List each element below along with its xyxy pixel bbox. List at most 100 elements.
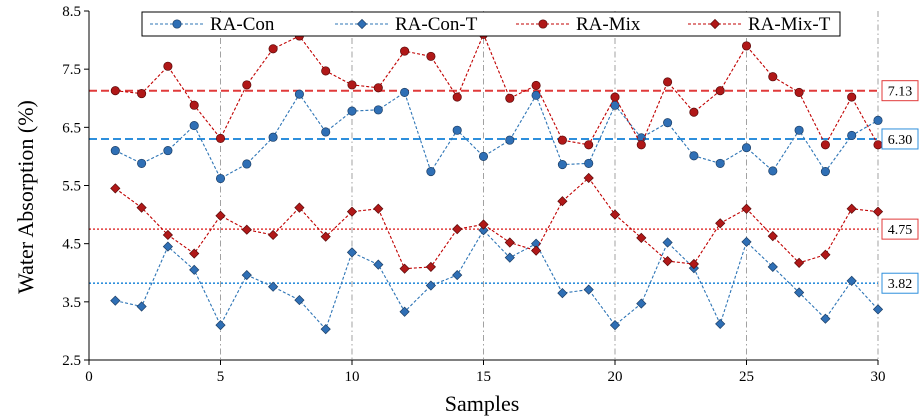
point-ra-con-25 <box>741 143 752 153</box>
point-ra-con-t-28 <box>820 313 831 324</box>
point-ra-con-t-19 <box>583 284 594 295</box>
y-tick-label-7.5: 7.5 <box>62 62 81 78</box>
point-ra-mix-3 <box>163 61 173 71</box>
reference-label-3.82: 3.82 <box>888 277 913 292</box>
legend-entry-ra-mix: RA-Mix <box>516 14 641 35</box>
point-ra-con-t-6 <box>241 269 252 281</box>
series-ra-mix <box>110 29 883 150</box>
point-ra-con-26 <box>768 166 778 176</box>
x-tick-label-20: 20 <box>608 369 623 385</box>
point-ra-mix-t-19 <box>583 172 594 184</box>
reference-box-4.75 <box>881 218 919 240</box>
point-ra-mix-t-3 <box>162 229 173 241</box>
point-ra-con-11 <box>373 105 383 115</box>
point-ra-mix-t-15 <box>478 219 489 230</box>
point-ra-mix-t-22 <box>662 256 673 267</box>
point-ra-con-t-27 <box>794 287 805 298</box>
point-ra-con-t-13 <box>425 280 436 291</box>
x-axis-title: Samples <box>445 391 520 416</box>
point-ra-mix-25 <box>741 41 752 51</box>
point-ra-con-22 <box>663 118 673 128</box>
point-ra-mix-19 <box>584 140 594 150</box>
series-line-ra-con-t <box>115 229 879 331</box>
reference-label-7.13: 7.13 <box>888 85 913 100</box>
point-ra-con-3 <box>163 146 173 156</box>
point-ra-mix-t-21 <box>636 232 647 243</box>
series-line-ra-mix-t <box>114 177 879 270</box>
point-ra-mix-28 <box>820 140 830 150</box>
point-ra-mix-20 <box>610 92 620 102</box>
point-ra-mix-t-6 <box>241 224 252 235</box>
point-ra-con-29 <box>847 130 857 141</box>
point-ra-mix-16 <box>505 93 515 103</box>
legend-marker-ra-con <box>172 19 182 29</box>
series-ra-con-t <box>110 225 884 335</box>
point-ra-mix-t-12 <box>399 263 410 274</box>
point-ra-con-9 <box>321 127 331 137</box>
point-ra-mix-t-16 <box>504 237 515 248</box>
point-ra-con-t-26 <box>767 261 778 273</box>
point-ra-con-t-22 <box>662 237 673 248</box>
point-ra-mix-t-10 <box>346 206 358 217</box>
point-ra-mix-14 <box>452 92 462 102</box>
point-ra-mix-t-13 <box>425 261 436 273</box>
x-tick-label-15: 15 <box>476 369 491 385</box>
point-ra-con-t-1 <box>110 295 121 306</box>
point-ra-mix-t-5 <box>215 210 226 221</box>
legend-label-ra-mix-t: RA-Mix-T <box>748 14 831 35</box>
point-ra-con-18 <box>557 160 567 170</box>
point-ra-con-t-4 <box>189 264 200 275</box>
point-ra-mix-29 <box>847 92 857 102</box>
point-ra-con-24 <box>715 158 725 168</box>
legend-label-ra-mix: RA-Mix <box>576 14 641 35</box>
reference-label-6.30: 6.30 <box>888 133 913 148</box>
point-ra-mix-21 <box>636 140 646 150</box>
point-ra-mix-t-27 <box>794 257 805 268</box>
y-tick-label-5.5: 5.5 <box>62 179 81 195</box>
point-ra-mix-22 <box>663 77 673 87</box>
point-ra-con-10 <box>347 106 357 116</box>
legend-entry-ra-mix-t: RA-Mix-T <box>688 14 831 35</box>
point-ra-con-2 <box>137 158 147 168</box>
point-ra-mix-9 <box>321 66 331 76</box>
point-ra-mix-t-14 <box>452 224 463 235</box>
data-series <box>110 29 884 335</box>
point-ra-con-28 <box>820 166 830 177</box>
reference-annotations: 7.13 6.30 4.75 3.82 <box>881 80 919 294</box>
point-ra-mix-27 <box>794 87 804 97</box>
point-ra-con-t-7 <box>268 281 279 292</box>
y-tick-label-4.5: 4.5 <box>62 237 81 253</box>
point-ra-mix-t-29 <box>846 203 857 214</box>
point-ra-con-7 <box>268 132 278 142</box>
point-ra-mix-2 <box>137 89 147 99</box>
point-ra-mix-t-23 <box>688 258 699 270</box>
point-ra-con-1 <box>110 146 120 156</box>
point-ra-con-8 <box>294 89 304 99</box>
point-ra-mix-t-18 <box>557 196 568 207</box>
point-ra-mix-10 <box>347 80 357 90</box>
reference-box-3.82 <box>881 272 919 294</box>
point-ra-con-t-9 <box>320 324 331 335</box>
y-tick-label-2.5: 2.5 <box>62 353 81 369</box>
point-ra-mix-18 <box>557 135 567 145</box>
point-ra-mix-t-2 <box>136 202 147 213</box>
x-tick-label-10: 10 <box>345 369 360 385</box>
point-ra-mix-t-24 <box>715 218 726 229</box>
y-tick-label-3.5: 3.5 <box>62 295 81 311</box>
point-ra-mix-t-26 <box>767 231 778 242</box>
axes: 2.5 3.5 4.5 5.5 6.5 7.5 8.5 0 5 10 15 20 25 30 <box>62 4 885 385</box>
point-ra-con-14 <box>452 125 462 135</box>
point-ra-mix-t-11 <box>373 203 384 214</box>
point-ra-con-t-29 <box>846 275 857 286</box>
point-ra-mix-17 <box>531 80 541 91</box>
point-ra-con-t-14 <box>452 269 463 281</box>
legend-label-ra-con: RA-Con <box>210 14 275 35</box>
point-ra-mix-t-17 <box>531 245 542 256</box>
point-ra-con-15 <box>478 151 489 161</box>
point-ra-con-27 <box>794 125 804 135</box>
point-ra-con-19 <box>584 158 594 168</box>
y-tick-label-8.5: 8.5 <box>62 4 81 20</box>
legend-marker-ra-con-t <box>356 18 368 30</box>
point-ra-con-5 <box>215 173 226 184</box>
